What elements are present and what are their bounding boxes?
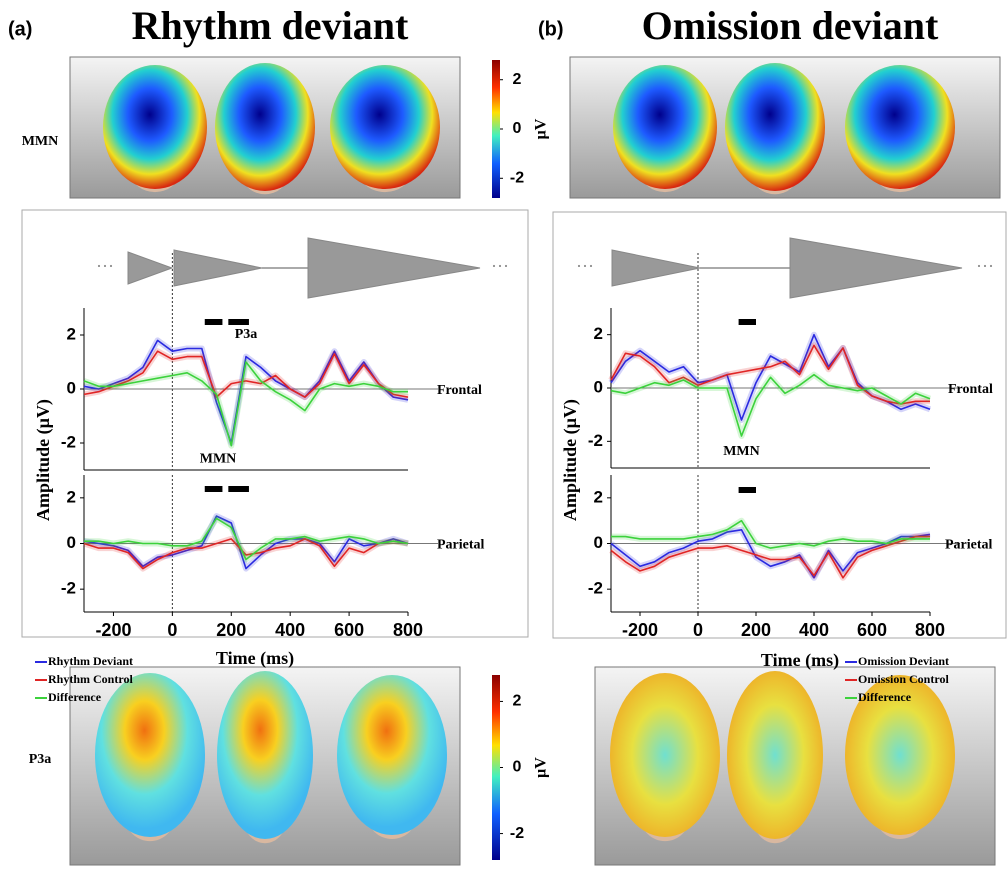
x-tick-label: -200 [622,620,658,640]
x-tick-label: 0 [693,620,703,640]
legend-label: Difference [48,690,102,704]
x-tick-label: 0 [167,620,177,640]
x-tick-label: 400 [275,620,305,640]
y-tick-label: 0 [67,533,76,552]
y-tick-label: 0 [594,533,603,552]
topomap [610,673,720,837]
significance-bar [205,486,223,492]
panel-label: (a) [8,18,32,40]
channel-label: Frontal [437,383,482,398]
colorbar-tick-label: -2 [510,170,524,187]
topomap-label: MMN [22,134,59,149]
topomap [103,65,207,189]
x-tick-label: 200 [741,620,771,640]
colorbar [492,60,500,198]
y-tick-label: 2 [594,487,603,506]
legend-label: Rhythm Control [48,672,133,686]
y-axis-label: Amplitude (µV) [33,399,54,521]
x-axis-label: Time (ms) [216,648,294,669]
x-tick-label: 200 [216,620,246,640]
colorbar-tick-label: 2 [513,71,522,88]
x-tick-label: -200 [95,620,131,640]
colorbar-tick-label: 0 [513,120,522,137]
ellipsis: ··· [96,256,114,276]
y-tick-label: 2 [67,487,76,506]
annotation: MMN [723,444,760,459]
y-tick-label: 2 [67,324,76,343]
topomap [215,63,315,191]
x-tick-label: 600 [334,620,364,640]
y-tick-label: -2 [588,431,603,450]
colorbar-tick-label: -2 [510,825,524,842]
figure: (a) Rhythm deviant (b) Omission deviant … [0,0,1007,873]
legend-label: Rhythm Deviant [48,654,133,668]
y-tick-label: 2 [594,324,603,343]
legend-label: Omission Deviant [858,654,949,668]
y-tick-label: 0 [594,377,603,396]
topomap [727,671,823,839]
annotation: P3a [235,327,258,342]
topomap [845,65,955,189]
ellipsis: ··· [576,256,594,276]
channel-label: Frontal [948,382,993,397]
colorbar-label: μV [533,118,550,139]
topomap-label: P3a [29,752,52,767]
annotation: MMN [200,451,237,466]
topomap [613,65,717,189]
significance-bar [228,319,249,325]
colorbar-label: μV [533,757,550,778]
channel-label: Parietal [945,538,993,553]
x-axis-label: Time (ms) [761,650,839,671]
channel-label: Parietal [437,538,485,553]
y-tick-label: -2 [61,432,76,451]
panel-title: Rhythm deviant [132,3,409,48]
y-tick-label: 0 [67,378,76,397]
x-tick-label: 600 [857,620,887,640]
y-tick-label: -2 [588,579,603,598]
colorbar-tick-label: 0 [513,759,522,776]
topomap [337,675,447,835]
significance-bar [739,487,756,493]
page: (a) Rhythm deviant (b) Omission deviant … [0,0,1007,873]
topomap [217,671,313,839]
colorbar-tick-label: 2 [513,693,522,710]
colorbar [492,675,500,860]
ellipsis: ··· [491,256,509,276]
y-axis-label: Amplitude (µV) [560,399,581,521]
significance-bar [205,319,223,325]
y-tick-label: -2 [61,579,76,598]
significance-bar [739,319,756,325]
panel-label: (b) [538,18,564,40]
significance-bar [228,486,249,492]
topomap [330,65,440,189]
ellipsis: ··· [976,256,994,276]
x-tick-label: 800 [915,620,945,640]
topomap [725,63,825,191]
topomap [95,673,205,837]
legend-label: Difference [858,690,912,704]
panel-title: Omission deviant [642,3,939,48]
x-tick-label: 400 [799,620,829,640]
legend-label: Omission Control [858,672,949,686]
x-tick-label: 800 [393,620,423,640]
